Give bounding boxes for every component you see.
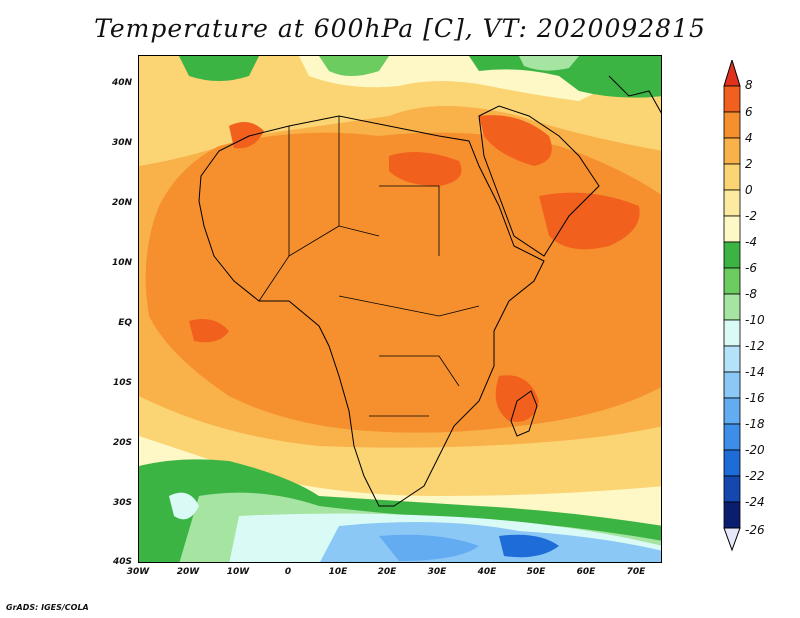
colorbar-segment [723, 163, 741, 191]
colorbar-segment [723, 267, 741, 295]
lat-label: 40S [112, 557, 132, 567]
field-atlantic-green [179, 56, 259, 81]
lat-label: 10N [111, 258, 132, 268]
hotspot-egypt [389, 152, 462, 186]
lon-label: 50E [526, 567, 546, 577]
colorbar-label: -8 [745, 287, 757, 301]
colorbar-segment [723, 501, 741, 529]
lat-label: 40N [111, 78, 132, 88]
lat-label: 10S [112, 378, 132, 388]
colorbar-segment [723, 189, 741, 217]
asia-coast [608, 75, 661, 114]
colorbar-segment [723, 241, 741, 269]
temperature-field [139, 56, 661, 562]
hotspot-arabia [479, 115, 552, 166]
field-sw-cyan [169, 492, 199, 520]
field-europe-green [319, 56, 389, 76]
colorbar-label: -26 [745, 523, 765, 537]
colorbar-segment [723, 345, 741, 373]
africa-coastline [198, 115, 545, 507]
colorbar-segment [723, 85, 741, 113]
field-ne-green [469, 56, 661, 98]
field-south-darkblue [499, 534, 559, 558]
lat-label: 20S [112, 438, 132, 448]
colorbar-segment [723, 371, 741, 399]
colorbar-segment [723, 293, 741, 321]
colorbar-label: 2 [745, 157, 753, 171]
colorbar-label: -20 [745, 443, 765, 457]
lat-label: EQ [118, 318, 132, 328]
madagascar-outline [510, 390, 538, 437]
colorbar-segment [723, 319, 741, 347]
colorbar-label: -4 [745, 235, 757, 249]
colorbar-bottom-arrow [723, 527, 741, 552]
colorbar-label: -22 [745, 469, 765, 483]
arabia-coastline [478, 105, 600, 257]
temperature-map [138, 55, 662, 563]
lon-label: 30W [126, 567, 150, 577]
lon-label: 20W [176, 567, 200, 577]
lon-label: 0 [284, 567, 292, 577]
field-south-deepblue [379, 534, 479, 561]
lon-label: 30E [427, 567, 447, 577]
colorbar-label: -24 [745, 495, 765, 509]
colorbar-label: -16 [745, 391, 765, 405]
hotspot-gulf-guinea [189, 318, 229, 343]
hotspot-mozambique [495, 375, 539, 422]
map-title: Temperature at 600hPa [C], VT: 202009281… [94, 14, 706, 43]
lat-label: 30S [112, 498, 132, 508]
lon-label: 10W [226, 567, 250, 577]
colorbar-label: 0 [745, 183, 753, 197]
colorbar-segment [723, 397, 741, 425]
lon-label: 10E [328, 567, 348, 577]
credit-text: GrADS: IGES/COLA [6, 603, 89, 612]
lon-label: 60E [576, 567, 596, 577]
colorbar-label: 4 [745, 131, 753, 145]
lon-label: 70E [626, 567, 646, 577]
lon-label: 40E [477, 567, 497, 577]
colorbar-segment [723, 423, 741, 451]
field-ne-lightgreen [519, 56, 579, 71]
colorbar-label: -2 [745, 209, 757, 223]
colorbar-label: 8 [745, 78, 753, 92]
field-orange-core [145, 132, 661, 433]
colorbar-segment [723, 215, 741, 243]
colorbar-segment [723, 475, 741, 503]
lat-label: 30N [111, 138, 132, 148]
colorbar-label: -6 [745, 261, 757, 275]
colorbar-segment [723, 111, 741, 139]
lat-label: 20N [111, 198, 132, 208]
colorbar-label: -10 [745, 313, 765, 327]
colorbar-label: -14 [745, 365, 765, 379]
colorbar-segment [723, 137, 741, 165]
colorbar-label: -18 [745, 417, 765, 431]
colorbar-label: 6 [745, 105, 753, 119]
country-borders [258, 116, 480, 417]
lon-label: 20E [377, 567, 397, 577]
colorbar-segment [723, 449, 741, 477]
colorbar-graphic [723, 60, 741, 552]
colorbar-top-arrow [723, 60, 741, 87]
colorbar-label: -12 [745, 339, 765, 353]
hotspot-arabian-sea [539, 192, 640, 250]
